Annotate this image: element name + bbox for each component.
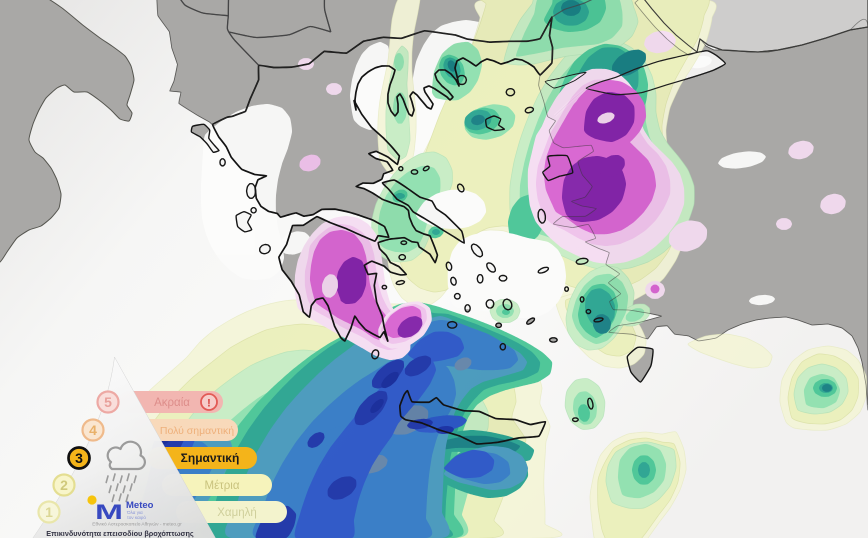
svg-text:!: ! — [207, 398, 211, 410]
svg-text:Όλα για: Όλα για — [126, 510, 143, 515]
svg-text:Χαμηλή: Χαμηλή — [217, 507, 257, 519]
svg-text:Επικινδυνότητα επεισοδίου βροχ: Επικινδυνότητα επεισοδίου βροχόπτωσης — [46, 529, 194, 538]
svg-text:τον καιρό: τον καιρό — [127, 514, 146, 520]
svg-text:1: 1 — [45, 504, 53, 520]
svg-text:Μέτρια: Μέτρια — [205, 480, 240, 492]
svg-text:Εθνικό Αστεροσκοπείο Αθηνών -: Εθνικό Αστεροσκοπείο Αθηνών - meteo.gr — [92, 521, 182, 528]
svg-text:Πολύ σημαντική: Πολύ σημαντική — [160, 425, 234, 437]
svg-text:5: 5 — [104, 394, 112, 410]
svg-text:3: 3 — [75, 450, 83, 466]
svg-text:2: 2 — [60, 477, 68, 493]
svg-text:4: 4 — [89, 422, 97, 438]
svg-text:Ακραία: Ακραία — [154, 397, 190, 409]
svg-text:Σημαντική: Σημαντική — [181, 451, 240, 465]
svg-text:Meteo: Meteo — [126, 500, 154, 511]
svg-text:M: M — [95, 501, 123, 524]
